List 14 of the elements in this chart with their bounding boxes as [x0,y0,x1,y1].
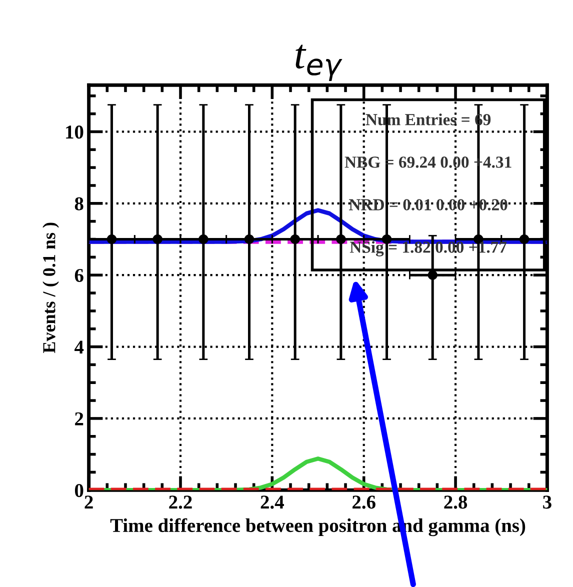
x-tick-label: 2.6 [352,496,376,509]
y-tick-label: 0 [74,484,84,498]
y-tick-label: 2 [75,412,84,426]
chart-title: t$_{eγ}$ [296,44,342,82]
y-tick-label: 8 [74,197,84,210]
x-tick-label: 2.8 [444,496,468,509]
x-tick-label: 2.2 [169,496,192,509]
x-tick-label: 3 [543,496,552,509]
x-tick-label: 2 [84,496,93,508]
y-tick-label: 10 [66,126,84,139]
y-tick-label: 4 [74,340,84,354]
y-axis-title: Events / ( 0.1 ns ) [42,222,59,354]
x-tick-label: 2.4 [260,496,284,509]
y-tick-label: 6 [74,268,84,282]
